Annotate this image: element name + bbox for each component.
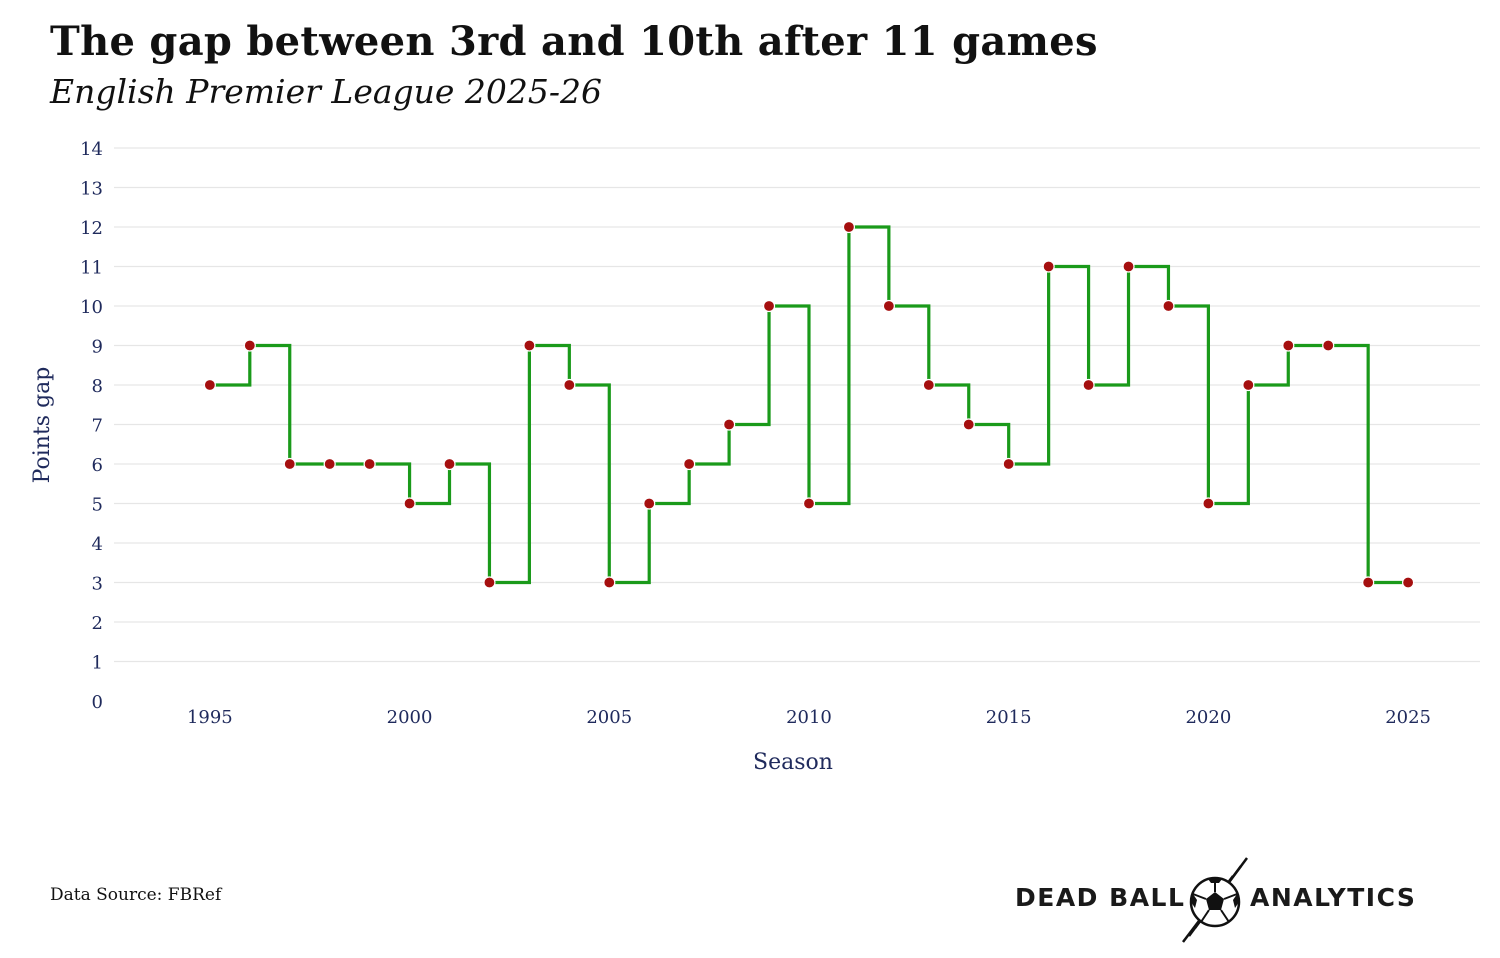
- y-tick-label: 5: [92, 495, 103, 516]
- data-point-1999: [363, 457, 376, 471]
- chart-title: The gap between 3rd and 10th after 11 ga…: [50, 18, 1098, 65]
- y-tick-label: 14: [80, 139, 103, 160]
- data-point-2009: [762, 299, 776, 313]
- x-tick-label: 1995: [187, 707, 233, 728]
- x-tick-label: 2015: [986, 707, 1032, 728]
- y-tick-label: 2: [92, 613, 103, 634]
- data-point-2011: [842, 220, 856, 234]
- data-point-2016: [1042, 260, 1055, 273]
- data-point-1998: [323, 457, 336, 471]
- data-point-2003: [523, 339, 536, 352]
- y-tick-label: 0: [92, 692, 103, 713]
- y-tick-label: 3: [92, 574, 103, 595]
- data-points: [203, 220, 1415, 589]
- data-point-2013: [922, 378, 935, 392]
- y-tick-label: 12: [80, 218, 103, 239]
- data-point-2020: [1202, 497, 1215, 510]
- y-tick-label: 4: [92, 534, 103, 555]
- data-point-1995: [203, 378, 216, 392]
- data-point-2008: [722, 418, 736, 431]
- data-point-2022: [1282, 339, 1295, 352]
- x-tick-label: 2005: [586, 707, 632, 728]
- y-axis-label: Points gap: [30, 367, 55, 484]
- y-tick-label: 10: [80, 297, 103, 318]
- y-tick-label: 8: [92, 376, 103, 397]
- y-tick-label: 13: [80, 179, 103, 200]
- y-tick-label: 11: [80, 258, 103, 279]
- data-point-2023: [1322, 339, 1335, 352]
- data-point-2004: [563, 378, 576, 392]
- y-tick-label: 7: [92, 416, 103, 437]
- data-point-1996: [243, 339, 256, 352]
- chart-subtitle: English Premier League 2025-26: [50, 72, 603, 111]
- brand-text-left: DEAD BALL: [1015, 883, 1186, 912]
- data-point-2025: [1402, 576, 1415, 589]
- brand-text-right: ANALYTICS: [1250, 883, 1417, 912]
- data-point-2019: [1162, 299, 1175, 313]
- x-tick-label: 2010: [786, 707, 832, 728]
- y-tick-label: 6: [92, 455, 103, 476]
- data-point-2007: [683, 457, 696, 471]
- data-point-1997: [283, 457, 296, 471]
- data-point-2015: [1002, 457, 1015, 471]
- x-tick-label: 2000: [387, 707, 433, 728]
- series-step-line: [209, 225, 1409, 585]
- x-tick-labels: 1995 2000 2005 2010 2015 2020 2025: [187, 707, 1431, 728]
- data-point-2017: [1082, 378, 1095, 392]
- x-tick-label: 2025: [1385, 707, 1431, 728]
- x-axis-label: Season: [753, 750, 833, 775]
- x-tick-label: 2020: [1185, 707, 1231, 728]
- soccer-ball-icon: [1182, 857, 1249, 943]
- data-point-2005: [603, 576, 616, 589]
- data-point-2021: [1242, 378, 1255, 392]
- data-point-2024: [1362, 576, 1375, 589]
- data-point-2002: [483, 576, 496, 589]
- y-tick-label: 1: [92, 653, 103, 674]
- data-point-2001: [443, 457, 456, 471]
- data-point-2014: [962, 418, 975, 431]
- data-point-2012: [882, 299, 895, 313]
- data-point-2000: [403, 497, 416, 510]
- data-source-note: Data Source: FBRef: [50, 885, 222, 905]
- y-tick-label: 9: [92, 337, 103, 358]
- brand-logo: DEAD BALL ANALYTICS: [1015, 850, 1425, 945]
- gridlines: [114, 147, 1480, 663]
- data-point-2010: [802, 497, 816, 510]
- data-point-2006: [643, 497, 656, 510]
- data-point-2018: [1122, 260, 1135, 273]
